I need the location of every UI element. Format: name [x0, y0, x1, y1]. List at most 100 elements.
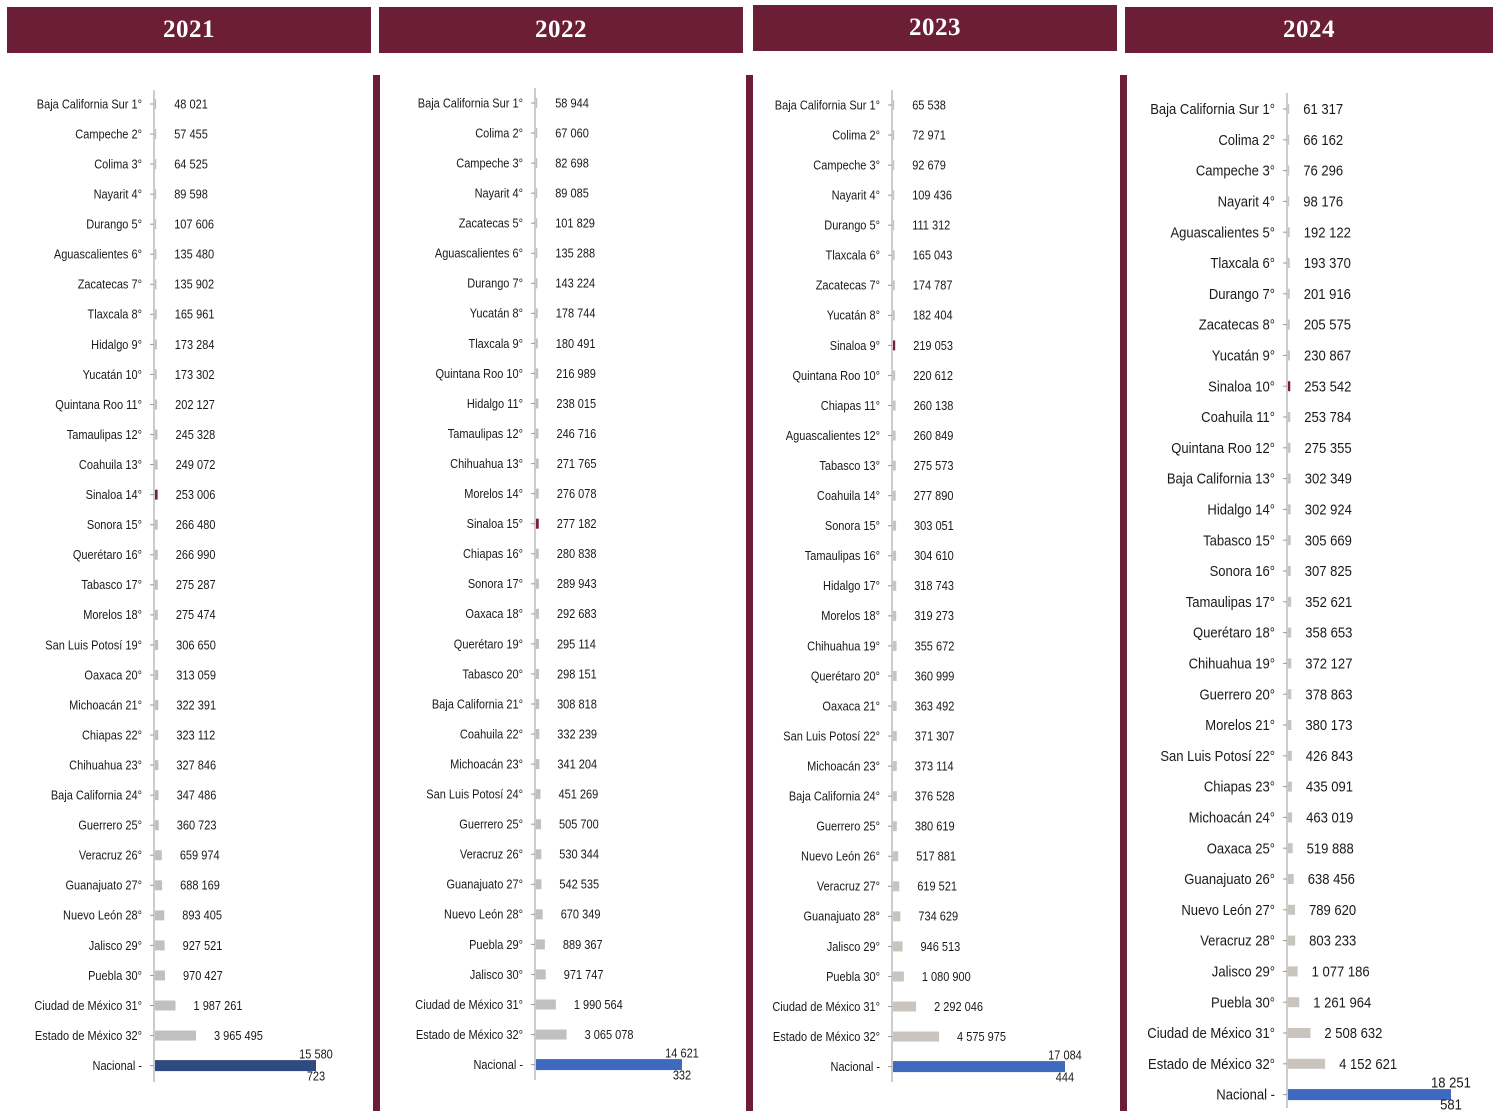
bar	[155, 369, 157, 380]
bar	[155, 940, 165, 951]
category-label: Morelos 21°	[1205, 717, 1275, 733]
category-label: Michoacán 23°	[807, 760, 880, 774]
category-label: Baja California Sur 1°	[1150, 101, 1275, 117]
category-label: Veracruz 28°	[1200, 933, 1275, 949]
value-label: 61 317	[1303, 101, 1343, 117]
category-label: Oaxaca 18°	[465, 608, 523, 622]
value-label: 64 525	[174, 158, 208, 172]
bar	[155, 99, 157, 109]
category-label: Nuevo León 26°	[801, 850, 880, 864]
bar	[536, 488, 539, 499]
value-label: 889 367	[563, 938, 603, 952]
bar	[536, 608, 539, 619]
value-label: 688 169	[180, 879, 220, 893]
value-label: 306 650	[176, 639, 216, 653]
value-label: 66 162	[1303, 132, 1343, 148]
bar	[893, 701, 897, 711]
value-label: 135 480	[174, 248, 214, 262]
category-label: Tamaulipas 12°	[67, 428, 142, 442]
category-label: Tlaxcala 6°	[1210, 255, 1275, 271]
bar	[536, 458, 539, 469]
bar-nacional	[893, 1061, 1065, 1073]
category-label: Hidalgo 9°	[91, 338, 142, 352]
category-label: Tabasco 20°	[462, 668, 523, 682]
bar	[155, 219, 157, 230]
value-label: 380 619	[915, 820, 955, 834]
bar	[536, 308, 538, 319]
category-label: Aguascalientes 5°	[1170, 225, 1275, 241]
bar-nacional	[155, 1060, 316, 1072]
bar	[1288, 627, 1292, 638]
value-label: 638 456	[1308, 871, 1355, 887]
category-label: Tlaxcala 9°	[468, 337, 523, 351]
category-label: Campeche 3°	[813, 159, 880, 173]
bar	[893, 100, 895, 110]
category-label: Nuevo León 28°	[63, 909, 142, 923]
value-label: 307 825	[1305, 563, 1352, 579]
value-label: 451 269	[559, 788, 599, 802]
bar	[155, 279, 157, 290]
category-label: Jalisco 29°	[827, 940, 880, 954]
bar	[536, 909, 543, 920]
category-label: Durango 7°	[467, 277, 523, 291]
value-label: 1 990 564	[574, 998, 623, 1012]
value-label: 517 881	[916, 850, 956, 864]
category-label: Sinaloa 14°	[86, 488, 142, 502]
year-header-2023: 2023	[753, 5, 1117, 51]
value-label: 292 683	[557, 608, 597, 622]
bar	[536, 1029, 567, 1040]
category-label: Baja California 24°	[789, 790, 880, 804]
bar	[536, 699, 540, 709]
value-label: 302 924	[1305, 502, 1352, 518]
category-label: Querétaro 19°	[454, 638, 523, 652]
value-label: 72 971	[912, 129, 946, 143]
bar-nacional	[1288, 1089, 1451, 1101]
bar	[893, 881, 900, 892]
panel-separator	[746, 75, 753, 1111]
bar	[1288, 689, 1292, 700]
category-label: Ciudad de México 31°	[772, 1000, 880, 1014]
category-label: Yucatán 9°	[1212, 348, 1275, 364]
bar	[1288, 843, 1293, 854]
value-label: 2 508 632	[1324, 1025, 1382, 1041]
bar	[893, 1001, 917, 1012]
value-label: 435 091	[1306, 779, 1353, 795]
bar	[1288, 504, 1291, 515]
bar	[536, 819, 542, 830]
bar	[1288, 1028, 1311, 1038]
category-label: Zacatecas 7°	[816, 279, 880, 293]
bar	[155, 820, 159, 831]
bar	[155, 760, 159, 771]
value-label: 355 672	[915, 640, 955, 654]
category-label: Hidalgo 11°	[467, 397, 523, 411]
category-label: Colima 3°	[94, 158, 142, 172]
bar	[155, 459, 158, 470]
value-label: 4 575 975	[957, 1030, 1006, 1044]
category-label: Nayarit 4°	[94, 188, 142, 202]
category-label: Nacional -	[831, 1060, 881, 1074]
bar	[536, 879, 542, 890]
category-label: Tlaxcala 6°	[825, 249, 880, 263]
value-label: 253 006	[176, 488, 216, 502]
category-label: Jalisco 29°	[1212, 964, 1275, 980]
value-label-nacional: 14 621 332	[665, 1047, 699, 1083]
category-label: Estado de México 32°	[773, 1030, 880, 1044]
year-header-2022: 2022	[379, 7, 743, 53]
value-label: 67 060	[555, 127, 589, 141]
bar	[536, 218, 538, 229]
value-label: 505 700	[559, 818, 599, 832]
value-label: 519 888	[1307, 841, 1354, 857]
value-label-nacional: 17 084 444	[1048, 1049, 1082, 1085]
category-label: Quintana Roo 11°	[55, 398, 142, 412]
value-label: 380 173	[1305, 717, 1352, 733]
category-label: Guerrero 25°	[78, 819, 142, 833]
bar	[155, 790, 159, 801]
bar	[155, 189, 157, 200]
category-label: Michoacán 24°	[1189, 810, 1275, 826]
value-label: 927 521	[183, 939, 223, 953]
bar	[893, 490, 896, 501]
category-label: Durango 5°	[86, 218, 142, 232]
category-label: Ciudad de México 31°	[34, 999, 142, 1013]
value-label: 360 723	[177, 819, 217, 833]
bar	[893, 911, 901, 922]
